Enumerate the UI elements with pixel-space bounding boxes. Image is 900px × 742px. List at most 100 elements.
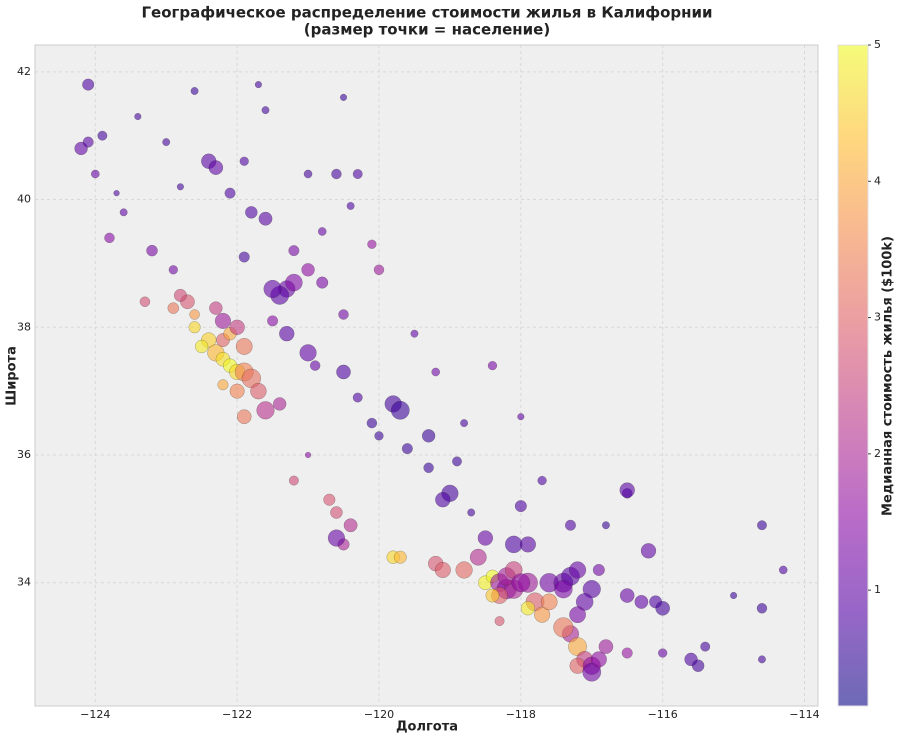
point bbox=[592, 563, 605, 576]
x-tick-label: −114 bbox=[789, 708, 819, 721]
point bbox=[239, 156, 249, 166]
point bbox=[90, 169, 100, 179]
point bbox=[778, 565, 788, 575]
point bbox=[285, 273, 303, 292]
point bbox=[634, 594, 649, 609]
point bbox=[568, 561, 587, 579]
colorbar-tick-label: 1 bbox=[874, 583, 881, 596]
point bbox=[261, 106, 270, 115]
point bbox=[590, 651, 607, 668]
x-tick-label: −116 bbox=[648, 708, 678, 721]
point bbox=[245, 206, 258, 219]
point bbox=[194, 339, 209, 354]
point bbox=[401, 443, 413, 455]
point bbox=[366, 417, 378, 429]
point bbox=[658, 648, 668, 658]
point bbox=[272, 397, 287, 411]
point bbox=[553, 617, 574, 638]
point bbox=[299, 344, 317, 362]
point bbox=[173, 288, 187, 302]
point bbox=[208, 160, 224, 175]
point bbox=[258, 211, 273, 226]
point bbox=[487, 360, 498, 371]
point bbox=[598, 639, 614, 654]
point bbox=[236, 409, 252, 425]
point bbox=[537, 475, 547, 486]
point bbox=[352, 392, 363, 403]
y-tick-label: 38 bbox=[17, 320, 31, 333]
point bbox=[229, 319, 245, 335]
point bbox=[619, 588, 635, 603]
point bbox=[621, 647, 633, 659]
point bbox=[82, 78, 95, 91]
point bbox=[97, 130, 108, 141]
y-tick-label: 36 bbox=[17, 448, 31, 461]
point bbox=[757, 655, 766, 664]
point bbox=[477, 530, 494, 546]
y-tick-label: 34 bbox=[17, 576, 31, 589]
point bbox=[323, 493, 336, 506]
point bbox=[139, 296, 151, 307]
point bbox=[167, 302, 180, 314]
point bbox=[134, 112, 142, 121]
point bbox=[756, 603, 768, 614]
point bbox=[517, 413, 525, 421]
point bbox=[504, 535, 523, 554]
point bbox=[188, 321, 201, 334]
point bbox=[374, 431, 384, 441]
point bbox=[309, 360, 321, 371]
point bbox=[540, 593, 558, 611]
point bbox=[217, 379, 229, 391]
point bbox=[390, 400, 410, 420]
point bbox=[263, 279, 282, 299]
point bbox=[421, 429, 436, 443]
point bbox=[534, 606, 551, 623]
point bbox=[176, 183, 184, 191]
point bbox=[757, 520, 767, 531]
point bbox=[367, 239, 377, 249]
point bbox=[338, 309, 349, 320]
point bbox=[346, 201, 355, 210]
point bbox=[619, 482, 635, 498]
point bbox=[279, 325, 295, 342]
point bbox=[452, 456, 462, 467]
x-axis-label: Долгота bbox=[396, 720, 458, 735]
point bbox=[485, 588, 500, 603]
point bbox=[373, 264, 385, 276]
y-tick-label: 42 bbox=[17, 65, 31, 78]
x-tick-label: −120 bbox=[364, 708, 394, 721]
point bbox=[301, 263, 315, 277]
point bbox=[162, 138, 171, 147]
x-tick-label: −124 bbox=[80, 708, 110, 721]
point bbox=[730, 591, 738, 600]
point bbox=[469, 548, 487, 566]
point bbox=[410, 329, 419, 338]
point bbox=[119, 208, 128, 217]
point bbox=[146, 244, 158, 257]
point bbox=[575, 593, 594, 611]
point bbox=[339, 93, 348, 101]
x-tick-label: −122 bbox=[222, 708, 252, 721]
point bbox=[582, 662, 602, 682]
x-tick-label: −118 bbox=[506, 708, 536, 721]
point bbox=[330, 506, 343, 519]
point bbox=[564, 519, 576, 531]
chart-title: Географическое распределение стоимости ж… bbox=[141, 4, 712, 22]
point bbox=[511, 573, 531, 593]
point bbox=[254, 81, 262, 89]
point bbox=[238, 251, 250, 263]
point bbox=[655, 600, 670, 616]
point bbox=[224, 187, 236, 199]
point bbox=[331, 168, 342, 180]
point bbox=[209, 301, 223, 315]
point bbox=[343, 518, 358, 533]
point bbox=[250, 382, 267, 400]
point bbox=[304, 451, 312, 459]
point bbox=[640, 543, 657, 559]
point bbox=[455, 561, 473, 579]
point bbox=[467, 508, 476, 517]
y-axis-label: Широта bbox=[5, 346, 20, 406]
point bbox=[327, 529, 346, 547]
chart-subtitle: (размер точки = население) bbox=[304, 21, 550, 39]
